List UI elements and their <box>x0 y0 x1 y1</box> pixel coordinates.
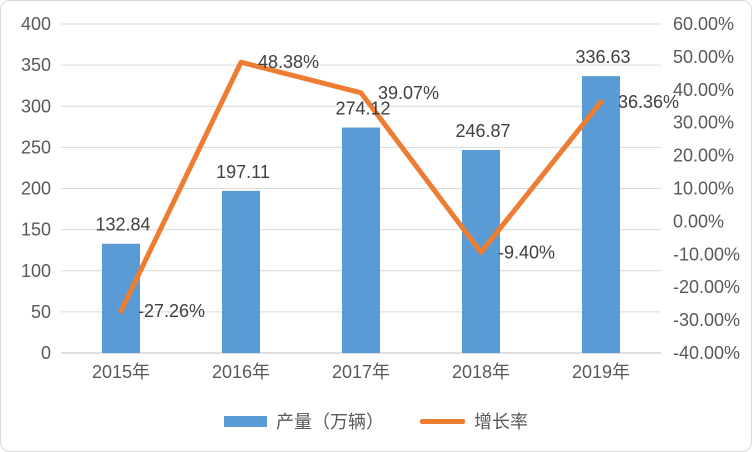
y-axis-tick-left: 50 <box>31 302 51 322</box>
bar-data-label: 336.63 <box>575 47 630 67</box>
y-axis-tick-left: 200 <box>21 179 51 199</box>
y-axis-tick-left: 250 <box>21 137 51 157</box>
x-axis-label: 2019年 <box>572 362 630 382</box>
legend-item-growth-rate[interactable]: 增长率 <box>420 408 528 434</box>
legend-item-production[interactable]: 产量（万辆） <box>224 408 384 434</box>
growth-rate-line[interactable] <box>118 59 604 314</box>
x-axis-label: 2015年 <box>92 362 150 382</box>
bar-data-label: 246.87 <box>455 121 510 141</box>
bar-2015[interactable] <box>102 243 140 353</box>
plot-area: 0 50 100 150 200 250 300 350 400 60.00% 50.00% 40.0… <box>21 14 740 382</box>
y-axis-tick-right: -30.00% <box>673 310 740 330</box>
y-axis-tick-left: 400 <box>21 14 51 34</box>
legend-line-swatch-icon <box>420 418 465 424</box>
bar-2019[interactable] <box>582 76 620 353</box>
x-axis-label: 2017年 <box>332 362 390 382</box>
y-axis-tick-right: 60.00% <box>673 14 734 34</box>
y-axis-tick-right: 0.00% <box>673 211 724 231</box>
legend-label-production: 产量（万辆） <box>276 412 384 432</box>
y-axis-tick-right: 50.00% <box>673 47 734 67</box>
y-axis-tick-right: 20.00% <box>673 146 734 166</box>
y-axis-tick-right: -10.00% <box>673 244 740 264</box>
legend: 产量（万辆） 增长率 <box>1 405 751 437</box>
line-data-label: 36.36% <box>618 92 679 112</box>
bar-2017[interactable] <box>342 127 380 353</box>
line-data-label: -9.40% <box>498 242 555 262</box>
legend-label-growth-rate: 增长率 <box>474 412 528 432</box>
bar-data-label: 197.11 <box>216 162 270 182</box>
x-axis-label: 2016年 <box>212 362 270 382</box>
y-axis-tick-left: 150 <box>21 220 51 240</box>
y-axis-tick-right: 30.00% <box>673 113 734 133</box>
y-axis-tick-right: -40.00% <box>673 343 740 363</box>
bar-data-label: 132.84 <box>95 215 150 235</box>
y-axis-tick-left: 0 <box>41 343 51 363</box>
y-axis-tick-left: 100 <box>21 261 51 281</box>
y-axis-tick-right: 10.00% <box>673 179 734 199</box>
line-data-label: 48.38% <box>258 52 319 72</box>
legend-bar-swatch-icon <box>224 415 267 427</box>
line-data-label: 39.07% <box>378 83 439 103</box>
x-axis-label: 2018年 <box>452 362 510 382</box>
y-axis-tick-left: 300 <box>21 96 51 116</box>
bar-data-label: 274.12 <box>335 99 390 119</box>
y-axis-tick-right: 40.00% <box>673 80 734 100</box>
y-axis-tick-left: 350 <box>21 55 51 75</box>
y-axis-tick-right: -20.00% <box>673 277 740 297</box>
bar-2016[interactable] <box>222 190 260 353</box>
line-data-label: -27.26% <box>138 301 205 321</box>
